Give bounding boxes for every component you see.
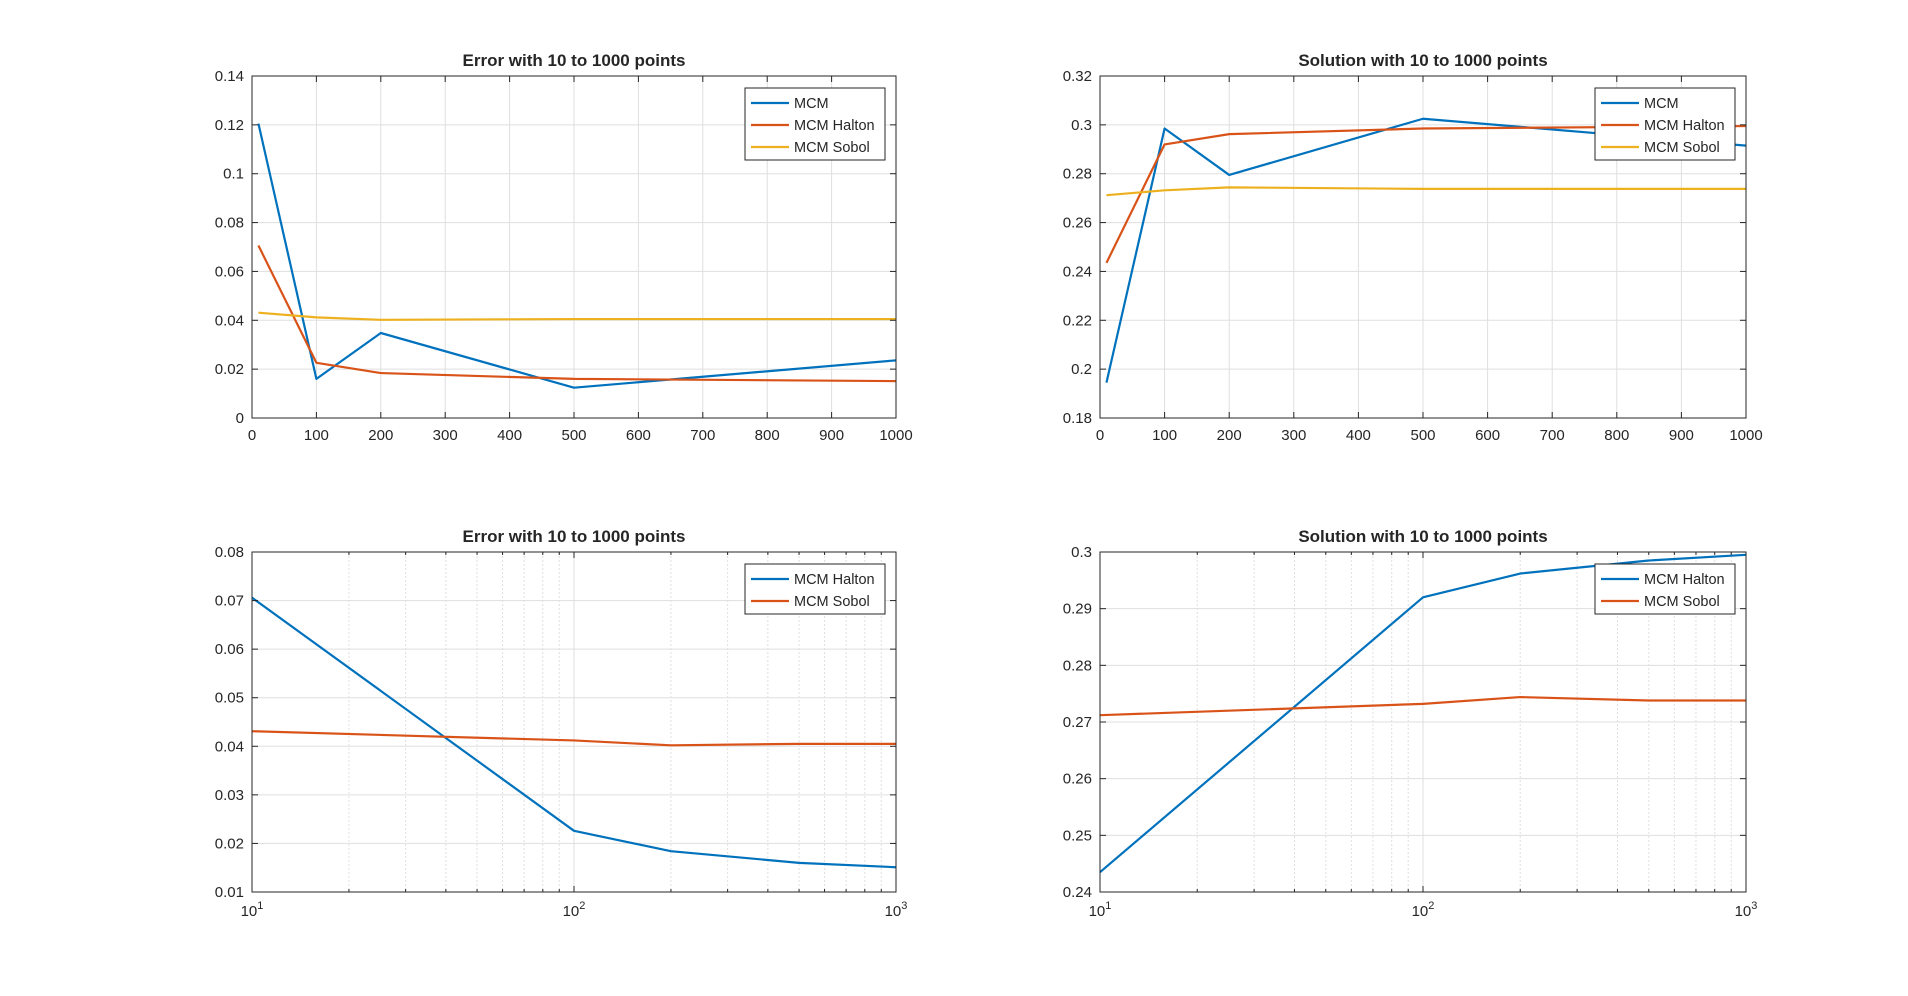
legend-entry: MCM xyxy=(1644,96,1679,112)
series-line-mcm-halton xyxy=(1099,553,1747,874)
grid-lines xyxy=(1100,76,1746,418)
legend-entry: MCM Sobol xyxy=(1644,594,1720,610)
series-line-mcm-halton xyxy=(257,245,897,383)
x-tick-label: 400 xyxy=(497,427,522,444)
series-line-mcm-sobol xyxy=(1099,695,1746,717)
y-tick-label: 0 xyxy=(236,410,244,427)
legend-entry: MCM Sobol xyxy=(794,140,870,156)
series-line-mcm-sobol xyxy=(258,311,896,321)
chart-title: Error with 10 to 1000 points xyxy=(463,51,686,70)
grid-lines xyxy=(252,552,896,892)
x-tick-label: 300 xyxy=(433,427,458,444)
legend-entry: MCM Halton xyxy=(1644,118,1725,134)
x-tick-label: 200 xyxy=(368,427,393,444)
y-tick-label: 0.05 xyxy=(215,690,244,707)
series-line-mcm-halton xyxy=(251,596,897,869)
x-tick-label: 0 xyxy=(1096,427,1104,444)
y-tick-label: 0.14 xyxy=(215,68,244,85)
chart-2: 0 100 200 300 400 500 600 700 800 900 1000 0.18 0.2 0… xyxy=(1063,51,1763,444)
y-tick-label: 0.26 xyxy=(1063,771,1092,788)
y-tick-label: 0.2 xyxy=(1071,361,1092,378)
y-tick-label: 0.29 xyxy=(1063,601,1092,618)
chart-title: Solution with 10 to 1000 points xyxy=(1298,51,1547,70)
x-tick-label: 500 xyxy=(561,427,586,444)
legend-entry: MCM Sobol xyxy=(794,594,870,610)
series-line-mcm-sobol xyxy=(251,730,896,747)
legend: MCM Halton MCM Sobol xyxy=(1594,563,1736,615)
legend-entry: MCM Halton xyxy=(1644,572,1725,588)
legend-box xyxy=(1594,563,1736,615)
y-tick-label: 0.18 xyxy=(1063,410,1092,427)
legend-entry: MCM Halton xyxy=(794,118,875,134)
x-tick-label: 400 xyxy=(1346,427,1371,444)
x-tick-label: 200 xyxy=(1217,427,1242,444)
chart-4: 101 102 103 0.24 0.25 0.26 0.27 0.28 0.29 0.3 Solu… xyxy=(1063,527,1758,920)
y-tick-label: 0.03 xyxy=(215,787,244,804)
x-tick-label: 700 xyxy=(1540,427,1565,444)
y-tick-label: 0.28 xyxy=(1063,657,1092,674)
x-tick-label: 102 xyxy=(563,900,586,920)
legend-entry: MCM Sobol xyxy=(1644,140,1720,156)
x-tick-label: 103 xyxy=(885,900,908,920)
y-tick-label: 0.02 xyxy=(215,835,244,852)
x-tick-label: 300 xyxy=(1281,427,1306,444)
legend-entry: MCM Halton xyxy=(794,572,875,588)
x-tick-label: 0 xyxy=(248,427,256,444)
y-tick-label: 0.06 xyxy=(215,641,244,658)
y-tick-label: 0.3 xyxy=(1071,117,1092,134)
y-tick-label: 0.32 xyxy=(1063,68,1092,85)
series-line-mcm-sobol xyxy=(1106,186,1746,197)
y-tick-label: 0.02 xyxy=(215,361,244,378)
x-tick-label: 900 xyxy=(1669,427,1694,444)
series-line-mcm-halton xyxy=(1105,124,1747,264)
x-tick-label: 100 xyxy=(304,427,329,444)
y-tick-label: 0.04 xyxy=(215,312,244,329)
y-tick-label: 0.24 xyxy=(1063,263,1092,280)
chart-title: Solution with 10 to 1000 points xyxy=(1298,527,1547,546)
y-tick-label: 0.28 xyxy=(1063,166,1092,183)
chart-title: Error with 10 to 1000 points xyxy=(463,527,686,546)
x-tick-label: 1000 xyxy=(879,427,912,444)
y-tick-label: 0.24 xyxy=(1063,884,1092,901)
legend: MCM Halton MCM Sobol xyxy=(744,563,886,615)
x-tick-label: 700 xyxy=(690,427,715,444)
x-tick-label: 1000 xyxy=(1729,427,1762,444)
chart-3: 101 102 103 0.01 0.02 0.03 0.04 0.05 0.06 0.07 0.0… xyxy=(215,527,908,920)
y-tick-label: 0.22 xyxy=(1063,312,1092,329)
y-tick-label: 0.25 xyxy=(1063,827,1092,844)
y-tick-label: 0.27 xyxy=(1063,714,1092,731)
x-tick-label: 101 xyxy=(241,900,264,920)
x-tick-label: 900 xyxy=(819,427,844,444)
x-tick-label: 600 xyxy=(626,427,651,444)
y-tick-label: 0.26 xyxy=(1063,215,1092,232)
y-tick-label: 0.08 xyxy=(215,544,244,561)
x-tick-label: 101 xyxy=(1089,900,1112,920)
y-tick-label: 0.01 xyxy=(215,884,244,901)
x-tick-label: 800 xyxy=(755,427,780,444)
legend: MCM MCM Halton MCM Sobol xyxy=(744,87,886,161)
y-tick-label: 0.08 xyxy=(215,215,244,232)
y-tick-label: 0.06 xyxy=(215,263,244,280)
x-tick-label: 103 xyxy=(1735,900,1758,920)
legend: MCM MCM Halton MCM Sobol xyxy=(1594,87,1736,161)
x-tick-label: 600 xyxy=(1475,427,1500,444)
y-tick-label: 0.3 xyxy=(1071,544,1092,561)
chart-1: 0 100 200 300 400 500 600 700 800 900 1000 0 0.02 0.0… xyxy=(215,51,913,444)
legend-entry: MCM xyxy=(794,96,829,112)
y-tick-label: 0.04 xyxy=(215,738,244,755)
legend-box xyxy=(744,563,886,615)
y-tick-label: 0.07 xyxy=(215,593,244,610)
x-tick-label: 500 xyxy=(1410,427,1435,444)
x-tick-label: 800 xyxy=(1604,427,1629,444)
x-tick-label: 102 xyxy=(1412,900,1435,920)
y-tick-label: 0.12 xyxy=(215,117,244,134)
y-tick-label: 0.1 xyxy=(223,166,244,183)
x-tick-label: 100 xyxy=(1152,427,1177,444)
